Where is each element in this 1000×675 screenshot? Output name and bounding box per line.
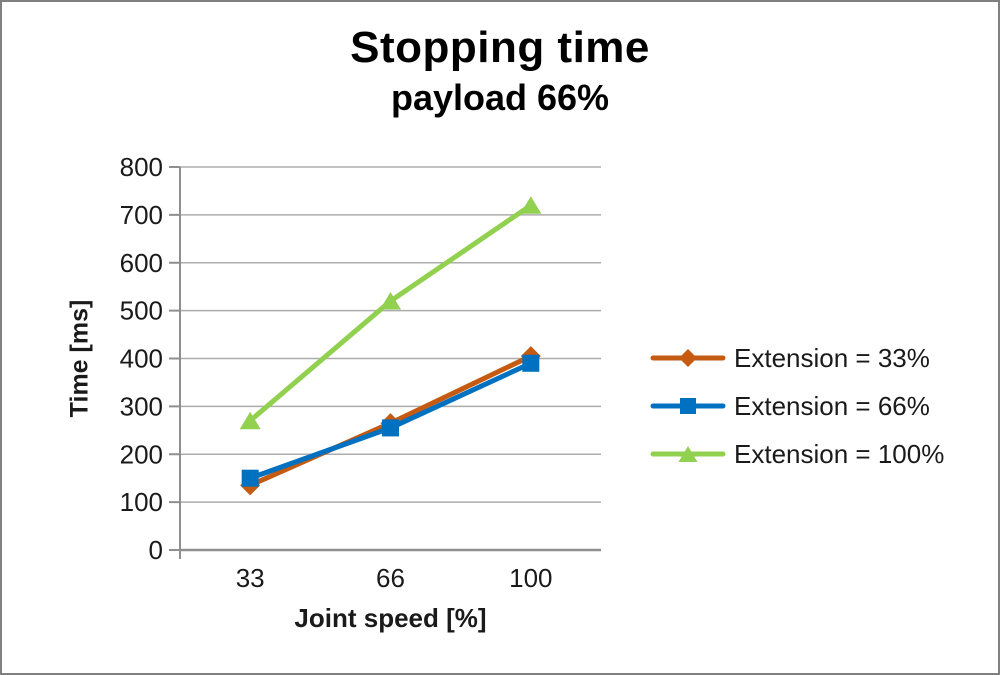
y-axis-title: Time [ms] [65, 299, 94, 418]
triangle-marker [520, 196, 542, 214]
triangle-marker [678, 446, 698, 462]
diamond-marker [679, 349, 697, 367]
series-line [247, 202, 534, 424]
legend-label: Extension = 100% [734, 438, 945, 469]
triangle-marker [380, 292, 401, 310]
square-marker [680, 398, 696, 414]
y-tick-label: 700 [120, 200, 163, 230]
legend-label: Extension = 33% [734, 342, 930, 373]
legend-item: Extension = 33% [650, 342, 944, 373]
y-tick-label: 500 [120, 296, 163, 326]
y-tick-label: 0 [149, 535, 163, 565]
legend-key-triangle-icon [650, 446, 726, 462]
triangle-marker [239, 411, 261, 430]
y-axis-title-wrap: Time [ms] [58, 167, 102, 550]
chart-title: Stopping time [350, 23, 650, 72]
legend-item: Extension = 66% [650, 390, 944, 421]
square-marker [382, 419, 399, 437]
legend-key-square-icon [650, 398, 726, 414]
square-marker [241, 469, 259, 487]
y-tick-label: 800 [120, 152, 163, 182]
chart-title-block: Stopping time payload 66% [2, 22, 998, 118]
x-axis-title: Joint speed [%] [294, 603, 487, 633]
square-marker [522, 354, 540, 372]
y-tick-label: 400 [120, 344, 163, 374]
chart-subtitle: payload 66% [390, 76, 610, 118]
legend-key-diamond-icon [650, 349, 726, 367]
x-tick-label: 66 [376, 563, 405, 593]
legend-item: Extension = 100% [650, 438, 945, 469]
series-66 [241, 354, 540, 487]
y-tick-label: 100 [120, 487, 163, 517]
y-tick-label: 200 [120, 439, 163, 469]
series-100 [239, 196, 542, 430]
legend-label: Extension = 66% [734, 390, 930, 421]
x-tick-label: 100 [509, 563, 552, 593]
x-tick-label: 33 [236, 563, 265, 593]
y-tick-label: 600 [120, 248, 163, 278]
y-tick-label: 300 [120, 391, 163, 421]
legend: Extension = 33% Extension = 66% Extension … [650, 342, 945, 469]
